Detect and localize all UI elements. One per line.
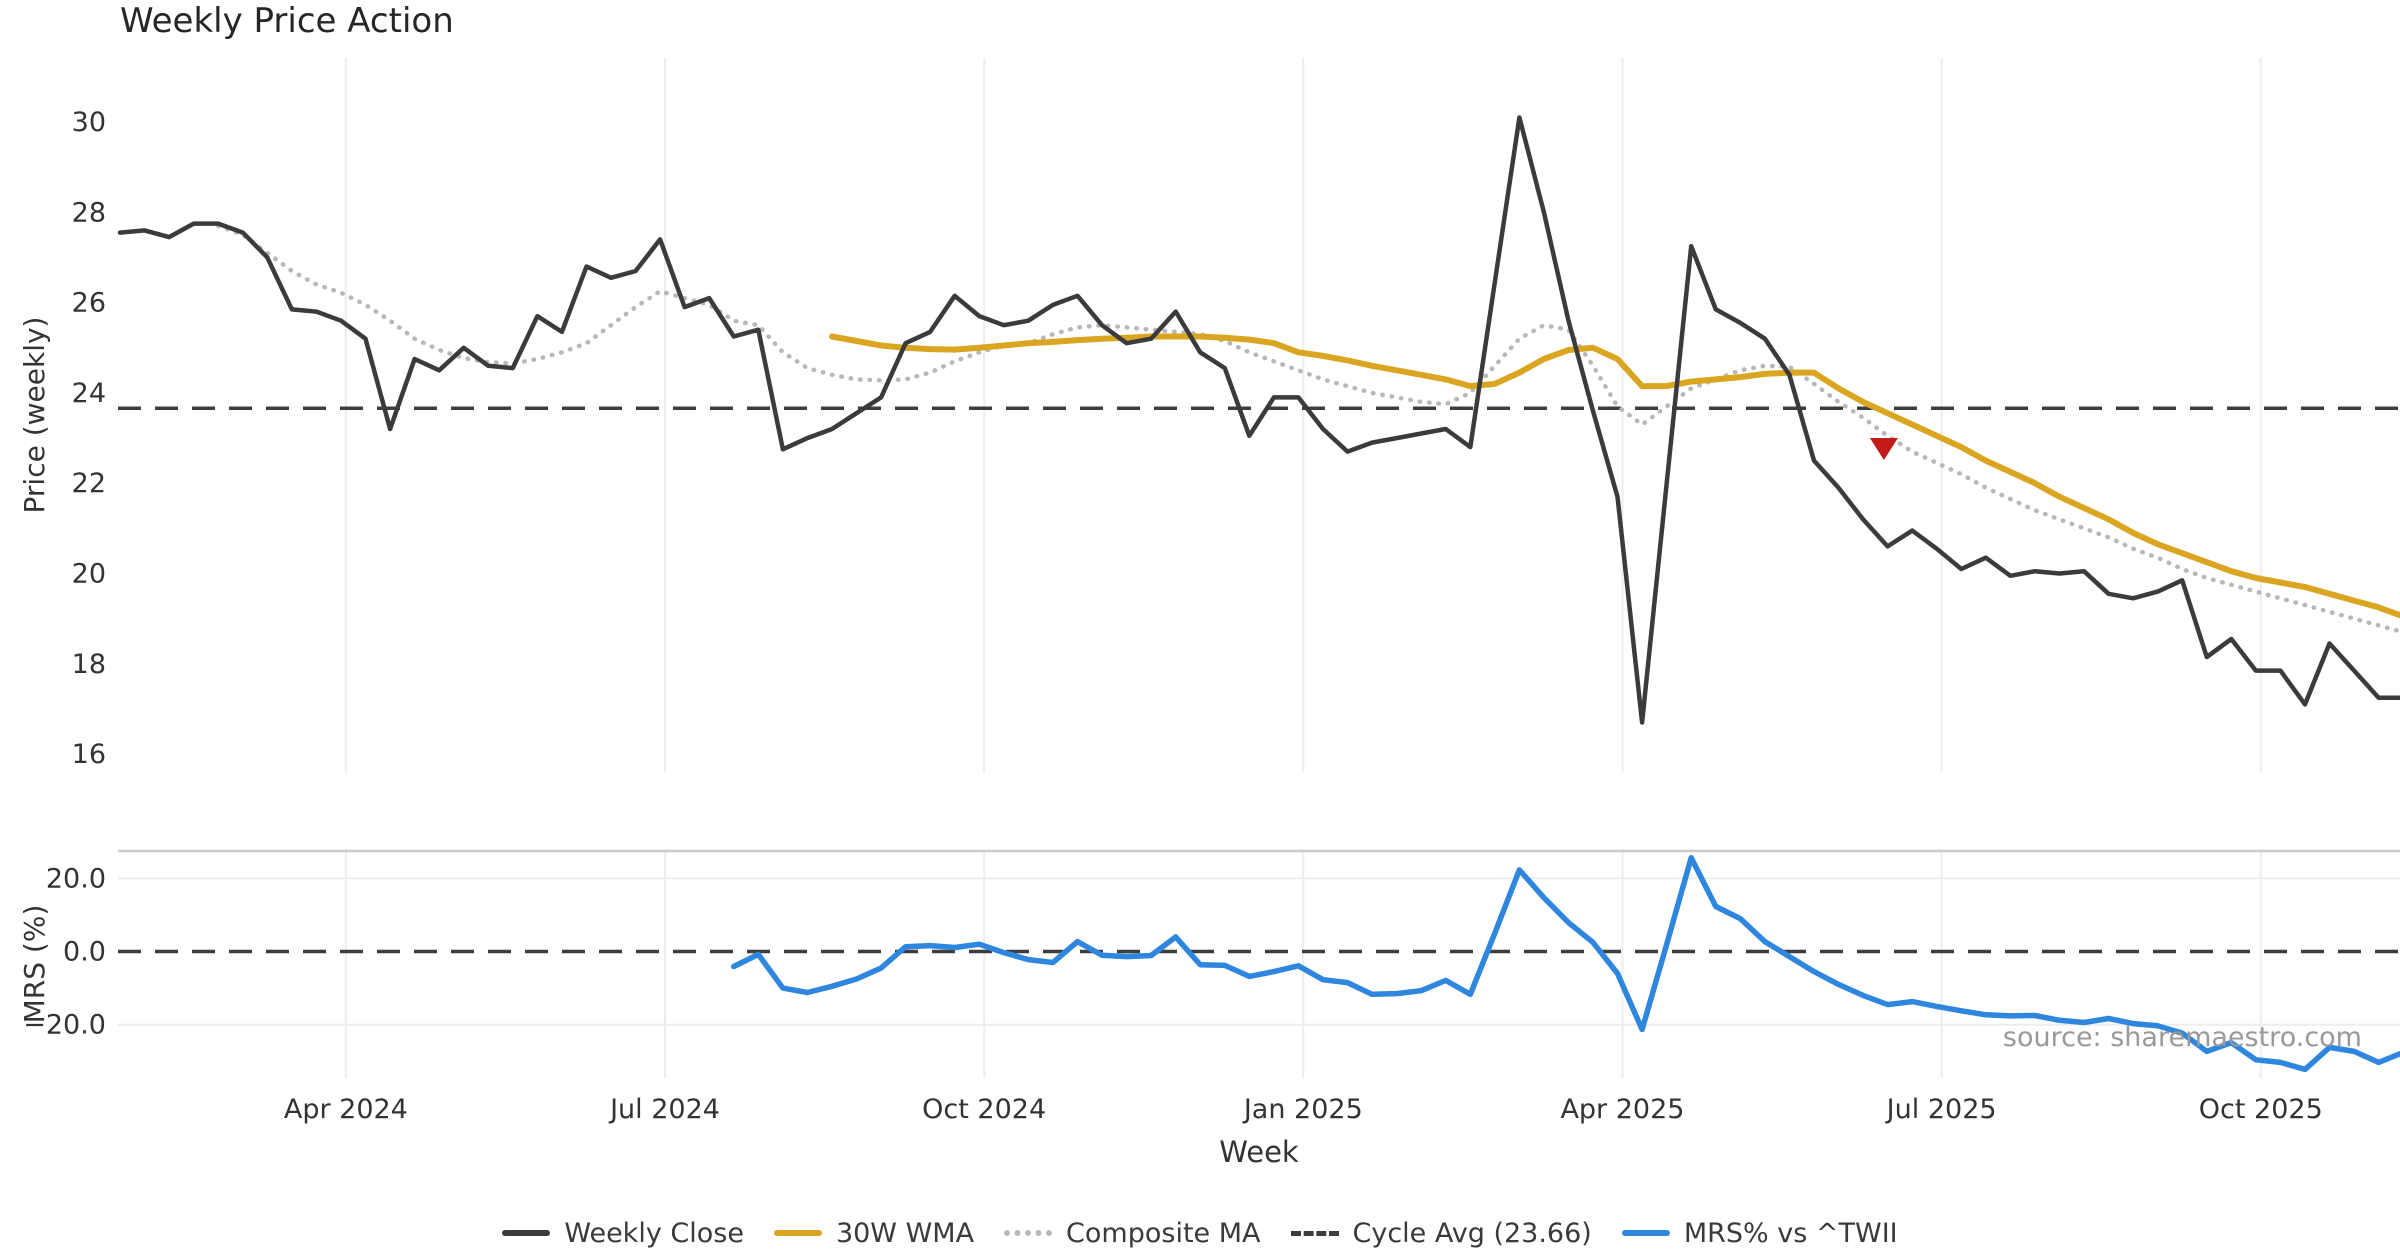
legend-swatch-dotted-icon [1004,1230,1053,1236]
mrs-line [731,855,2400,1073]
source-watermark: source: sharemaestro.com [2003,1022,2362,1053]
series-layer [117,115,2400,1073]
x-tick-label: Jan 2025 [1242,1094,1363,1125]
x-tick-label: Oct 2025 [2199,1094,2323,1125]
price-tick-label: 30 [72,107,106,138]
legend-label: Composite MA [1066,1217,1261,1249]
mrs-axis-label: MRS (%) [18,905,51,1024]
tick-labels-layer: Apr 2024 Jul 2024 Oct 2024 Jan 2025 Apr 2025… [23,107,2323,1125]
legend-item: 30W WMA [773,1217,975,1249]
mrs-tick-label: −20.0 [23,1010,106,1041]
price-tick-label: 22 [72,468,106,499]
legend-item: Weekly Close [502,1218,744,1249]
mrs-tick-label: 20.0 [46,863,106,894]
price-tick-label: 16 [72,739,106,770]
weekly-close-line [117,115,2400,725]
legend: Weekly Close 30W WMA Composite MA Cycle Avg… [0,1212,2400,1254]
x-axis-label: Week [1219,1135,1299,1169]
marker-layer [1869,437,1898,460]
chart-title: Weekly Price Action [120,1,454,41]
legend-swatch-dashed-icon [1290,1230,1339,1236]
composite-ma-line [215,223,2400,634]
mrs-tick-label: 0.0 [63,937,106,968]
legend-swatch-solid-icon [502,1230,551,1236]
price-axis-label: Price (weekly) [18,317,51,514]
price-tick-label: 20 [72,559,106,590]
legend-label: 30W WMA [835,1217,975,1249]
legend-label: Cycle Avg (23.66) [1352,1217,1592,1249]
legend-swatch-solid-icon [1621,1230,1670,1236]
x-tick-label: Apr 2025 [1560,1094,1684,1125]
price-tick-label: 28 [72,197,106,228]
wma-30w-line [829,333,2400,619]
price-tick-label: 26 [72,288,106,319]
reference-lines-layer [118,406,2400,954]
x-tick-label: Jul 2024 [608,1094,720,1125]
legend-swatch-solid-icon [773,1230,822,1236]
x-tick-label: Apr 2024 [284,1094,408,1125]
legend-label: Weekly Close [564,1217,744,1249]
legend-label: MRS% vs ^TWII [1683,1217,1898,1249]
legend-item: Composite MA [1004,1217,1261,1249]
legend-item: MRS% vs ^TWII [1621,1217,1898,1249]
price-tick-label: 18 [72,649,106,680]
gridlines-layer [118,58,2400,1078]
price-tick-label: 24 [72,378,106,409]
x-tick-label: Jul 2025 [1885,1094,1997,1125]
legend-item: Cycle Avg (23.66) [1290,1217,1592,1249]
x-tick-label: Oct 2024 [922,1094,1046,1125]
sell-signal-triangle-icon [1869,437,1898,460]
